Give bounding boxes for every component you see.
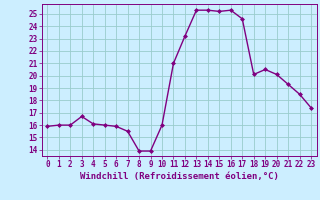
X-axis label: Windchill (Refroidissement éolien,°C): Windchill (Refroidissement éolien,°C) <box>80 172 279 181</box>
